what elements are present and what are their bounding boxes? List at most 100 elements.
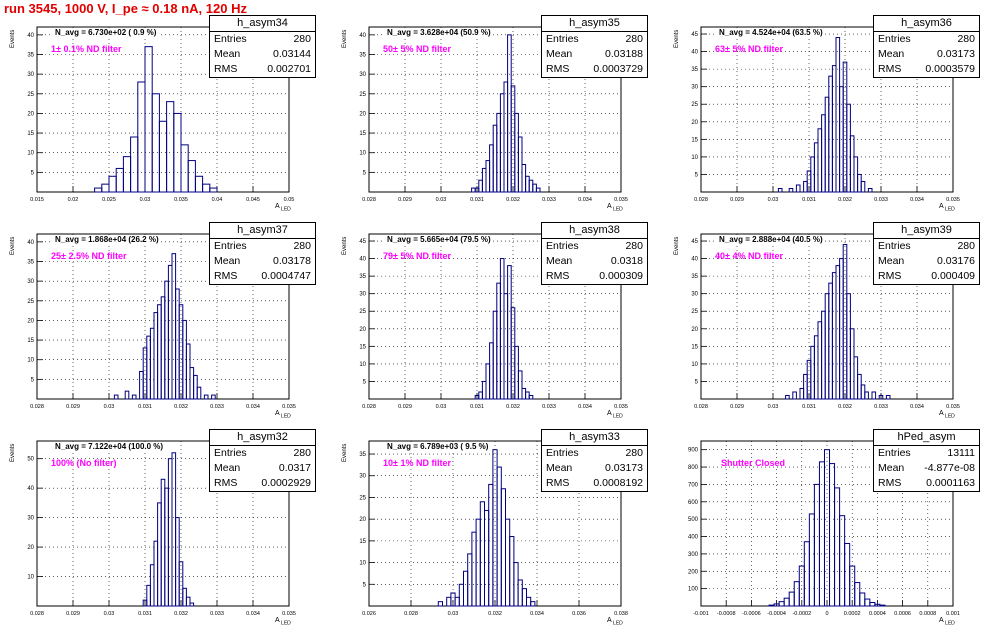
navg-label: N_avg = 3.628e+04 (50.9 %) [385,28,493,38]
x-tick-label: 0.038 [614,611,628,617]
x-tick-label: 0.028 [362,404,376,410]
y-tick-label: 45 [359,239,366,245]
y-tick-label: 25 [359,309,366,315]
stat-row-entries: Entries 280 [874,32,979,47]
stat-label-entries: Entries [878,33,911,45]
y-tick-label: 5 [363,170,367,176]
y-tick-label: 20 [27,111,34,117]
y-tick-label: 40 [27,486,34,492]
y-tick-label: 40 [27,240,34,246]
x-tick-label: 0.032 [838,404,852,410]
x-tick-label: 0.0006 [894,611,911,617]
stat-box: h_asym36 Entries 280 Mean 0.03173 RMS 0.000357… [873,15,980,78]
y-tick-label: 35 [359,274,366,280]
filter-label: 1± 0.1% ND filter [51,44,122,54]
x-tick-label: 0.028 [362,197,376,203]
x-tick-label: 0.032 [174,611,188,617]
x-axis-label: A LED [607,203,623,212]
y-tick-label: 50 [27,457,34,463]
y-tick-label: 40 [359,33,366,39]
x-tick-label: 0.034 [578,197,592,203]
filter-label: 100% (No filter) [51,458,117,468]
stat-row-entries: Entries 13111 [874,446,979,461]
stat-label-entries: Entries [546,33,579,45]
y-axis-label: Events [342,236,348,255]
y-tick-label: 45 [691,239,698,245]
x-tick-label: 0 [825,611,828,617]
stat-label-rms: RMS [546,270,570,282]
y-tick-label: 30 [691,292,698,298]
y-tick-label: 25 [359,92,366,98]
stat-label-rms: RMS [878,477,902,489]
y-tick-label: 5 [695,379,699,385]
stat-label-rms: RMS [214,270,238,282]
histogram-bin [437,601,444,607]
x-tick-label: -0.0006 [742,611,761,617]
y-tick-label: 10 [359,151,366,157]
stat-label-rms: RMS [214,63,238,75]
histogram-name: h_asym33 [542,430,647,446]
navg-label: N_avg = 4.524e+04 (63.5 %) [717,28,825,38]
y-tick-label: 10 [691,362,698,368]
x-tick-label: 0.04 [212,197,223,203]
navg-label: N_avg = 1.868e+04 (26.2 %) [53,235,161,245]
y-tick-label: 25 [27,92,34,98]
y-tick-label: 30 [359,72,366,78]
x-tick-label: 0.028 [694,197,708,203]
x-tick-label: 0.03 [448,611,459,617]
navg-label: N_avg = 6.789e+03 ( 9.5 %) [385,442,491,452]
x-tick-label: 0.035 [614,197,628,203]
x-tick-label: 0.033 [874,197,888,203]
stat-label-entries: Entries [214,240,247,252]
navg-label: N_avg = 5.665e+04 (79.5 %) [385,235,493,245]
x-tick-label: 0.028 [30,404,44,410]
y-tick-label: 20 [359,111,366,117]
y-tick-label: 30 [27,516,34,522]
x-tick-label: 0.03 [104,404,115,410]
y-tick-label: 25 [691,309,698,315]
x-axis-label: A LED [275,410,291,419]
x-axis-label-main: A [607,410,612,417]
stat-label-entries: Entries [214,33,247,45]
stat-box: h_asym39 Entries 280 Mean 0.03176 RMS 0.000409 [873,222,980,285]
y-tick-label: 10 [691,155,698,161]
x-tick-label: 0.033 [542,197,556,203]
stat-row-rms: RMS 0.002701 [210,62,315,77]
y-tick-label: 30 [359,292,366,298]
x-tick-label: 0.029 [398,404,412,410]
filter-label: 50± 5% ND filter [383,44,451,54]
stat-label-entries: Entries [546,240,579,252]
stat-row-rms: RMS 0.0001163 [874,476,979,491]
stat-label-mean: Mean [214,462,241,474]
x-tick-label: 0.031 [138,611,152,617]
stat-box: hPed_asym Entries 13111 Mean -4.877e-08 RMS 0.… [873,429,980,492]
x-tick-label: 0.05 [284,197,295,203]
y-tick-label: 15 [691,137,698,143]
histogram-bin [871,391,877,400]
y-axis-label: Events [10,29,16,48]
stat-row-entries: Entries 280 [542,239,647,254]
x-axis-label-sub: LED [943,413,955,420]
histogram-plot: 5 10 15 20 25 30 35 40 0.028 0.029 0.03 0.031 0.032 0… [27,233,296,410]
x-axis-label-main: A [275,410,280,417]
stat-value-mean: 0.03144 [273,48,311,60]
histogram-bin [777,187,783,193]
x-tick-label: 0.033 [210,611,224,617]
stat-value-rms: 0.0003729 [593,63,643,75]
x-tick-label: 0.032 [488,611,502,617]
stat-row-mean: Mean 0.0317 [210,461,315,476]
x-tick-label: 0.035 [946,404,960,410]
histogram-bin [795,184,801,193]
x-tick-label: 0.025 [102,197,116,203]
stat-row-mean: Mean 0.0318 [542,254,647,269]
stat-label-mean: Mean [878,255,905,267]
stat-value-rms: 0.0001163 [926,477,975,489]
y-tick-label: 5 [31,377,35,383]
histogram-panel-h_asym36: 5 10 15 20 25 30 35 40 45 0.028 0.029 0.03 0.031 0.03… [664,15,996,225]
stat-value-entries: 280 [293,33,311,45]
histogram-bin [189,602,195,607]
y-tick-label: 5 [363,379,367,385]
y-tick-label: 40 [691,50,698,56]
stat-value-entries: 280 [293,240,311,252]
x-tick-label: 0.034 [578,404,592,410]
